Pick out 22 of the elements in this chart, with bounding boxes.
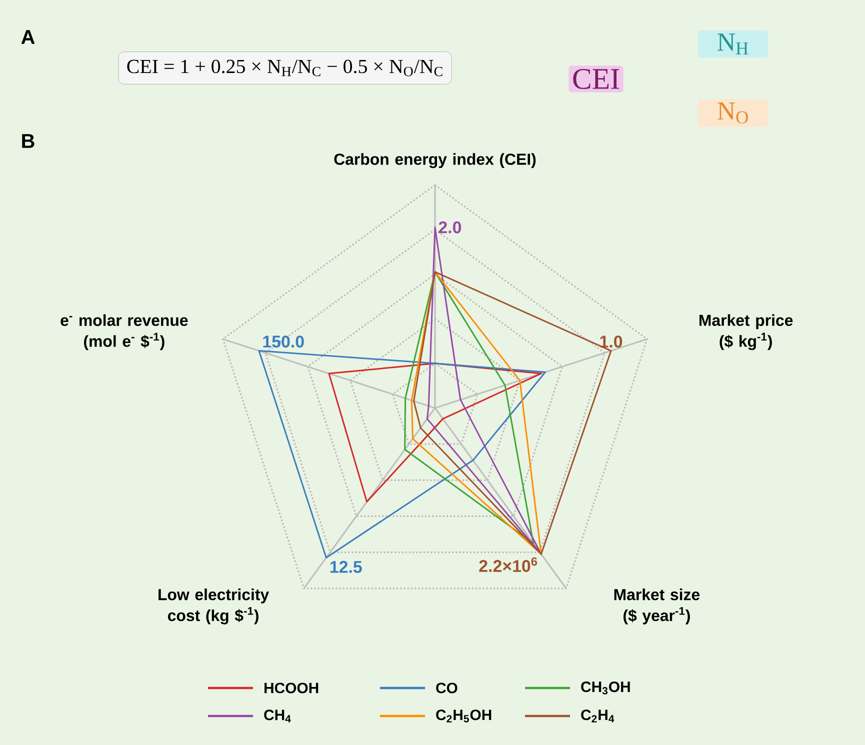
text: A [21, 30, 35, 44]
spoke-label: Market price ($ kg$^{-1}$) [699, 314, 793, 350]
legend-label: HCOOH [264, 682, 318, 694]
text: 1.0 [600, 336, 622, 348]
legend-label: C$_{2}$H$_{5}$OH [436, 710, 492, 722]
legend-label: CO [436, 682, 458, 694]
spoke-label: Low electricity cost (kg $$^{-1}$) [158, 588, 270, 624]
legend-label: C$_{2}$H$_{4}$ [581, 710, 614, 722]
spoke-label: e$^{-}$ molar revenue (mol e$^{-}$ $$^{-1}$) [60, 314, 188, 350]
spoke-label: Market size ($ year$^{-1}$) [614, 588, 700, 624]
text: 150.0 [263, 336, 304, 348]
text: N$_{O}$ [718, 102, 748, 124]
text: 2.0 [438, 221, 462, 234]
text: 12.5 [330, 560, 362, 573]
text: CEI = 1 + 0.25 × N$_{H}$/N$_{C}$ − 0.5 × N$_{O}$/N$_{C}$ [127, 60, 442, 76]
legend-label: CH$_{3}$OH [581, 682, 630, 694]
spoke-label: Carbon energy index (CEI) [334, 153, 536, 168]
text: CEI [573, 68, 620, 90]
legend-label: CH$_{4}$ [264, 710, 291, 722]
text: B [22, 134, 34, 148]
text: N$_{H}$ [718, 34, 748, 54]
text: 2.2×10$^{6}$ [479, 557, 538, 572]
